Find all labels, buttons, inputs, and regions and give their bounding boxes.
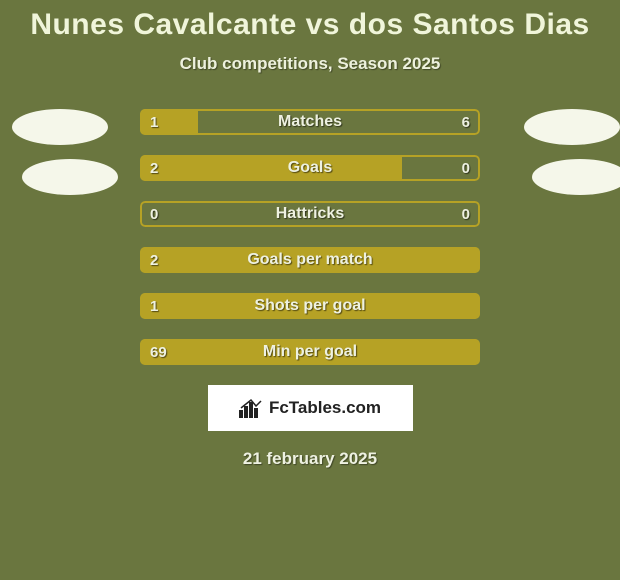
stats-area: Matches16Goals20Hattricks00Goals per mat… xyxy=(0,109,620,365)
stat-bars: Matches16Goals20Hattricks00Goals per mat… xyxy=(140,109,480,365)
stat-value-right xyxy=(460,293,480,319)
subtitle: Club competitions, Season 2025 xyxy=(0,54,620,74)
stat-value-left: 0 xyxy=(140,201,168,227)
stat-label: Goals per match xyxy=(140,247,480,273)
stat-label: Hattricks xyxy=(140,201,480,227)
stat-value-left: 1 xyxy=(140,293,168,319)
stat-value-left: 2 xyxy=(140,155,168,181)
fctables-icon xyxy=(239,398,263,418)
comparison-infographic: Nunes Cavalcante vs dos Santos Dias Club… xyxy=(0,0,620,580)
stat-row: Matches1 6 xyxy=(140,109,480,135)
stat-label: Min per goal xyxy=(140,339,480,365)
logo-text: FcTables.com xyxy=(269,398,381,418)
stat-value-right: 0 xyxy=(452,155,480,181)
stat-label: Shots per goal xyxy=(140,293,480,319)
stat-label: Matches xyxy=(140,109,480,135)
stat-value-right xyxy=(460,247,480,273)
stat-value-right xyxy=(460,339,480,365)
stat-row: Goals per match2 xyxy=(140,247,480,273)
player1-avatar-bottom xyxy=(22,159,118,195)
stat-value-left: 69 xyxy=(140,339,177,365)
player2-avatar-bottom xyxy=(532,159,620,195)
stat-value-right: 6 xyxy=(452,109,480,135)
player2-avatar-top xyxy=(524,109,620,145)
stat-row: Hattricks0 0 xyxy=(140,201,480,227)
stat-row: Min per goal69 xyxy=(140,339,480,365)
stat-row: Shots per goal1 xyxy=(140,293,480,319)
player1-avatar-top xyxy=(12,109,108,145)
stat-label: Goals xyxy=(140,155,480,181)
logo-box: FcTables.com xyxy=(208,385,413,431)
stat-value-right: 0 xyxy=(452,201,480,227)
page-title: Nunes Cavalcante vs dos Santos Dias xyxy=(0,0,620,42)
stat-row: Goals2 0 xyxy=(140,155,480,181)
stat-value-left: 1 xyxy=(140,109,168,135)
stat-value-left: 2 xyxy=(140,247,168,273)
date-label: 21 february 2025 xyxy=(0,449,620,469)
